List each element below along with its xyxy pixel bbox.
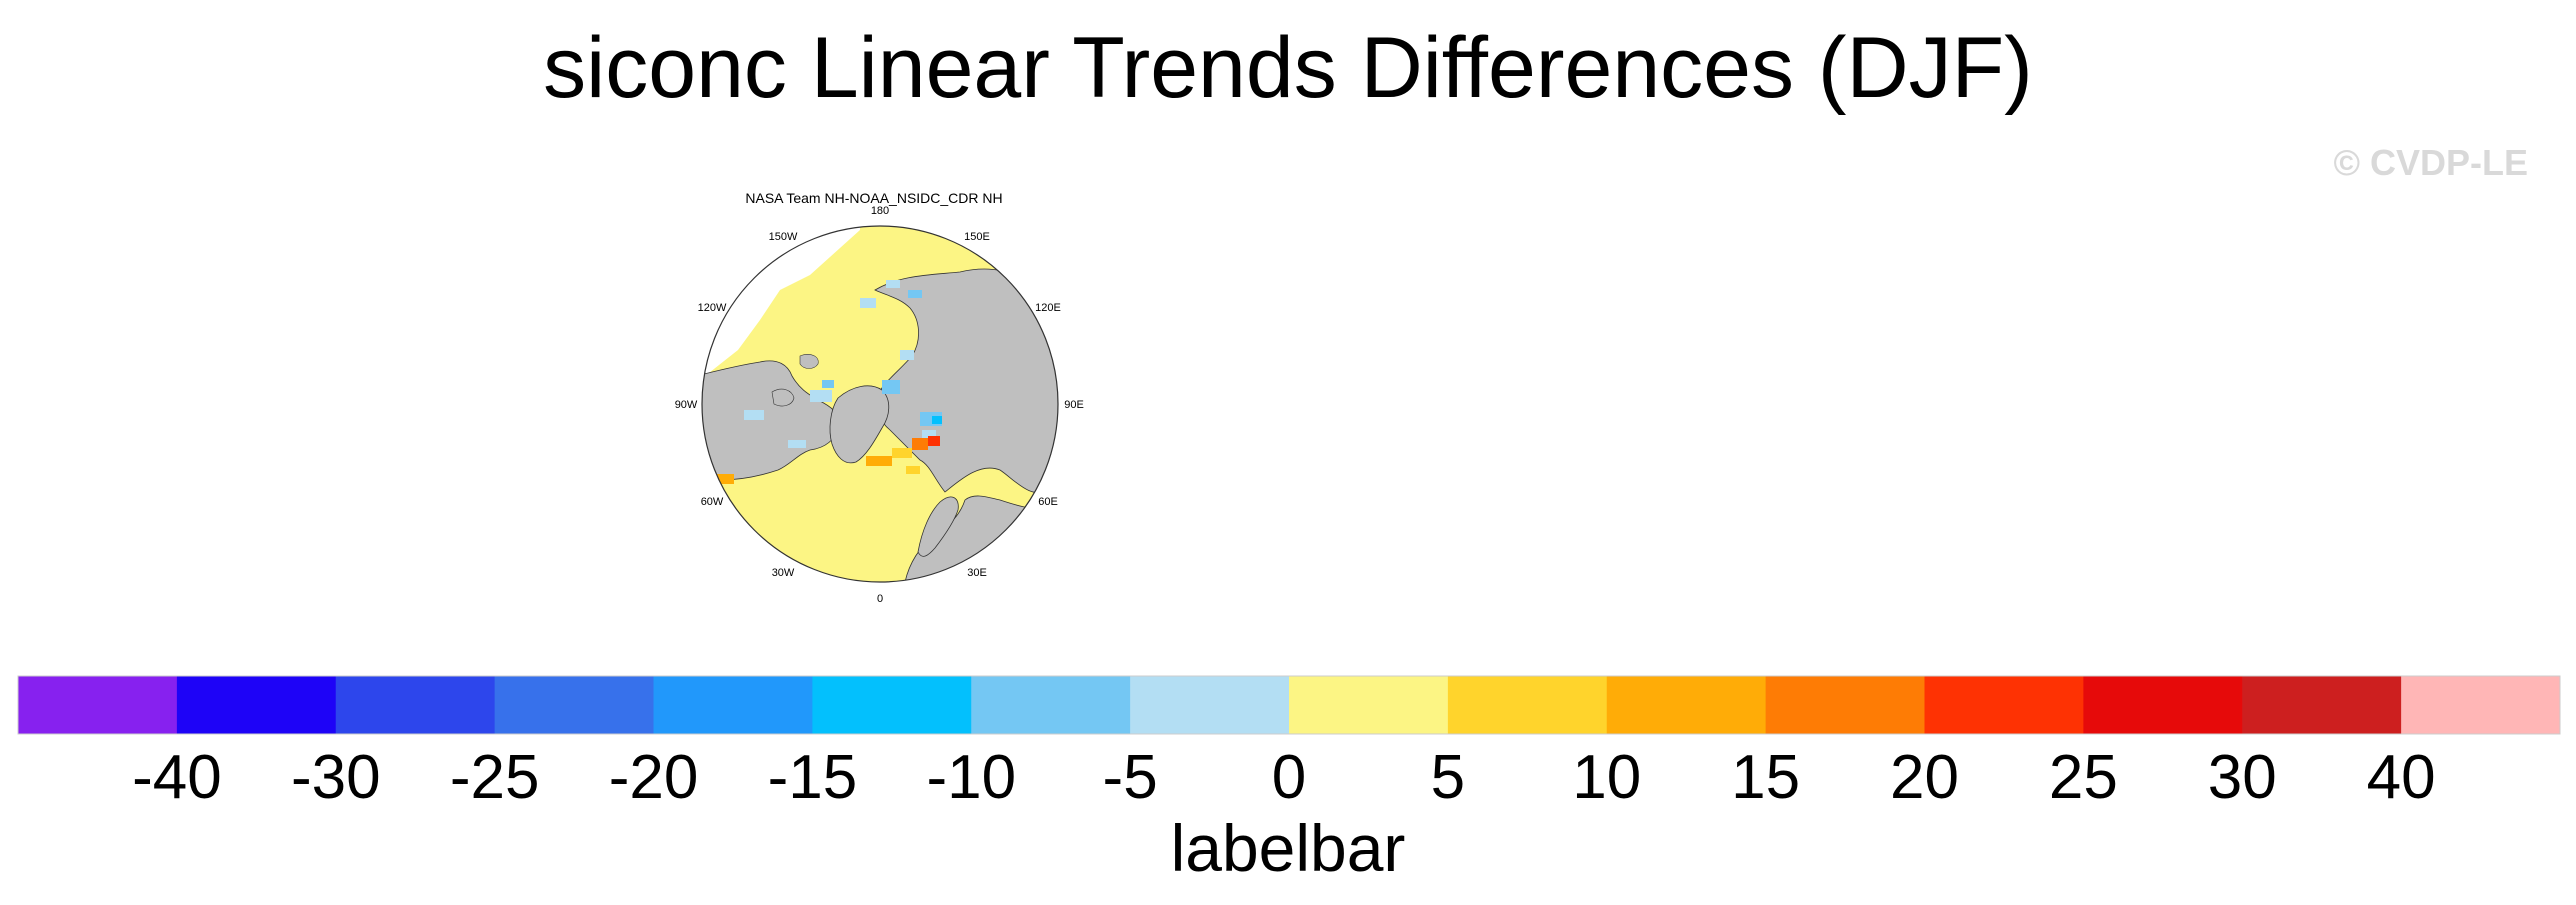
colorbar-tick-label: 15: [1731, 743, 1800, 810]
colorbar-tick-label: -10: [926, 743, 1016, 810]
colorbar-box: [494, 676, 655, 734]
longitude-label: 60W: [701, 496, 724, 508]
longitude-label: 30W: [772, 567, 795, 579]
colorbar-box: [2242, 676, 2402, 734]
longitude-label: 120W: [698, 302, 727, 314]
colorbar: -40 -30 -25 -20 -15 -10 -5 0 5 10 15 20 25 30 40: [17, 675, 2561, 810]
colorbar-tick-label: 20: [1890, 743, 1959, 810]
map-subtitle: NASA Team NH-NOAA_NSIDC_CDR NH: [745, 190, 1002, 206]
land-scandinavia: [917, 496, 959, 557]
colorbar-tick-label: 0: [1272, 743, 1306, 810]
colorbar-frame: [17, 675, 2561, 735]
map-field: [702, 226, 1058, 582]
watermark: © CVDP-LE: [2333, 142, 2528, 183]
longitude-label: 150E: [964, 231, 990, 243]
colorbar-box: [1447, 676, 1608, 734]
colorbar-box: [2401, 676, 2561, 734]
colorbar-box: [812, 676, 972, 734]
colorbar-tick-label: 10: [1572, 743, 1641, 810]
colorbar-box: [1289, 676, 1449, 734]
colorbar-tick-label: 40: [2367, 743, 2436, 810]
map-boundary: [701, 225, 1059, 583]
longitude-label: 30E: [967, 567, 987, 579]
land-archipelago: [771, 388, 795, 407]
colorbar-box: [2083, 676, 2243, 734]
colorbar-box: [1606, 676, 1767, 734]
colorbar-tick-label: -15: [768, 743, 858, 810]
colorbar-tick-label: -30: [291, 743, 381, 810]
field-negative-large: [932, 416, 942, 424]
colorbar-box: [1765, 676, 1926, 734]
colorbar-tick-label: 25: [2049, 743, 2118, 810]
colorbar-box: [1924, 676, 2084, 734]
longitude-label: 150W: [769, 231, 798, 243]
colorbar-tick-label: -5: [1103, 743, 1158, 810]
longitude-label: 60E: [1038, 496, 1058, 508]
colorbar-box: [18, 676, 178, 734]
longitude-label: 180: [871, 205, 889, 217]
page-title: siconc Linear Trends Differences (DJF): [543, 20, 2033, 116]
polar-map: NASA Team NH-NOAA_NSIDC_CDR NH: [675, 190, 1084, 605]
longitude-labels: 180 150E 120E 90E 60E 30E 0 30W 60W 90W 120W 150W: [675, 205, 1084, 605]
longitude-label: 90W: [675, 399, 698, 411]
colorbar-box: [335, 676, 496, 734]
longitude-label: 0: [877, 593, 883, 605]
colorbar-tick-label: 30: [2208, 743, 2277, 810]
field-negative-small: [744, 280, 936, 448]
colorbar-box: [971, 676, 1131, 734]
land-archipelago-2: [799, 354, 819, 369]
colorbar-box: [176, 676, 337, 734]
colorbar-tick-label: -40: [132, 743, 222, 810]
longitude-label: 90E: [1064, 399, 1084, 411]
land-greenland: [829, 385, 890, 464]
colorbar-tick-label: -20: [609, 743, 699, 810]
colorbar-box: [1130, 676, 1290, 734]
longitude-label: 120E: [1035, 302, 1061, 314]
colorbar-box: [653, 676, 813, 734]
colorbar-title: labelbar: [1170, 811, 1406, 885]
colorbar-tick-label: 5: [1431, 743, 1465, 810]
colorbar-tick-label: -25: [450, 743, 540, 810]
